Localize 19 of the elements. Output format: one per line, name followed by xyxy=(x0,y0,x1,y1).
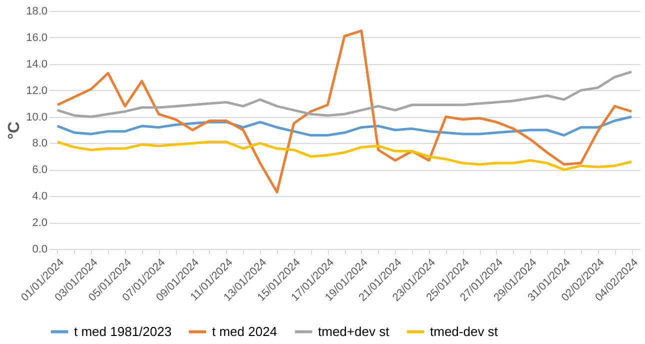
y-tick-label: 12.0 xyxy=(26,84,48,97)
y-tick-label: 4.0 xyxy=(32,190,48,203)
line-series xyxy=(56,70,633,118)
y-tick-label: 10.0 xyxy=(26,111,48,124)
line-series xyxy=(56,30,633,194)
legend-label: t med 1981/2023 xyxy=(74,324,172,339)
legend-label: t med 2024 xyxy=(212,324,278,339)
y-tick-label: 18.0 xyxy=(26,6,48,18)
y-axis-title: °C xyxy=(6,121,24,140)
y-tick-label: 8.0 xyxy=(32,138,48,150)
y-tick-label: 16.0 xyxy=(26,32,48,44)
line-series xyxy=(56,140,633,171)
y-tick-label: 2.0 xyxy=(32,217,48,230)
y-tick-label: 14.0 xyxy=(26,58,48,70)
y-tick-label: 6.0 xyxy=(32,164,48,176)
legend-label: tmed-dev st xyxy=(430,324,498,339)
y-tick-label: 0.0 xyxy=(32,244,48,256)
line-series xyxy=(56,116,633,137)
legend-label: tmed+dev st xyxy=(318,324,390,339)
